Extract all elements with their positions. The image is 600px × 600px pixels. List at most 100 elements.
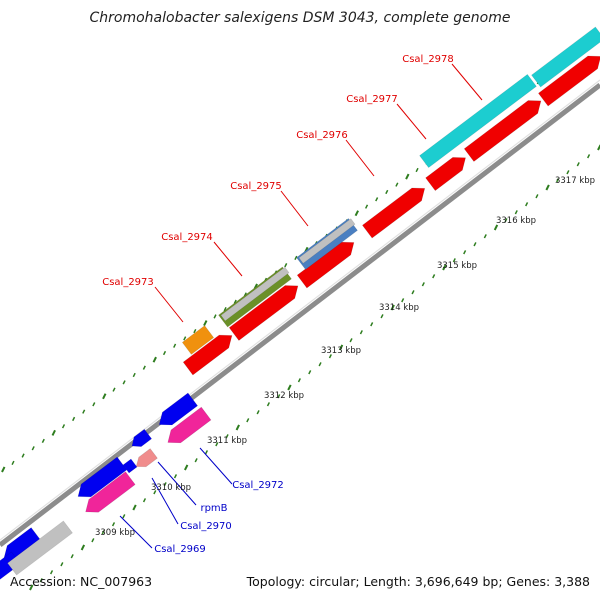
tick-mark-inner [359,330,363,335]
tick-mark-outer [152,356,157,363]
tick-mark-inner [514,210,518,215]
tick-label: 3312 kbp [264,391,304,401]
tick-mark-inner [215,442,219,447]
tick-mark-inner [184,464,189,471]
tick-mark-inner [91,538,95,543]
tick-mark-inner [70,554,74,559]
tick-mark-inner [390,304,395,311]
tick-mark-inner [442,264,447,271]
tick-mark-inner [101,530,105,535]
gene-arrow-rpmb-shape [135,448,158,468]
tick-mark-outer [92,402,96,407]
gene-arrow-blue-4-shape [158,392,199,426]
tick-mark-inner [380,314,384,319]
tick-mark-outer [193,328,197,334]
gene-label-bottom: Csal_2972 [232,480,284,491]
tick-mark-inner [349,338,353,343]
tick-mark-inner [463,250,467,255]
tick-mark-outer [102,393,107,400]
gene-label-top: Csal_2973 [102,277,154,288]
tick-mark-outer [11,460,15,466]
gene-small-blue-shape [122,458,138,474]
callout-line-top [213,241,243,277]
gene-arrow-csal-2972 [167,406,212,444]
tick-mark-inner [297,378,301,383]
tick-mark-outer [354,210,359,217]
tick-mark-outer [294,255,298,260]
callout-line-bottom [119,515,153,549]
tick-mark-inner [525,202,529,207]
tick-mark-inner [163,482,167,487]
tick-mark-inner [225,434,229,439]
tick-mark-inner [401,298,405,303]
tick-mark-outer [21,453,25,458]
feature-bar-gray-lower [7,520,73,576]
tick-mark-inner [504,218,508,223]
tick-mark-inner [452,258,456,263]
tick-mark-inner [204,450,209,455]
tick-mark-inner [545,184,550,191]
gene-label-top: Csal_2977 [346,94,398,105]
tick-mark-outer [132,372,136,378]
tick-label: 3314 kbp [379,303,419,313]
tick-mark-outer [183,336,187,341]
tick-mark-outer [203,320,208,327]
gene-arrow-csal-2977-a-shape [425,157,466,192]
feature-bar-orange [181,325,215,355]
feature-bar-gray [220,266,290,322]
gene-arrow-csal-2969-shape [85,471,136,513]
gene-arrow-blue-4 [158,392,199,426]
tick-mark-inner [39,578,43,583]
tick-mark-inner [370,322,374,327]
accession-label: Accession: NC_007963 [10,574,153,589]
tick-mark-outer [72,416,76,422]
tick-mark-outer [1,466,6,473]
gene-label-bottom: rpmB [200,503,227,514]
gene-arrow-blue-3-shape [131,428,153,447]
callout-line-top [451,63,483,101]
tick-mark-inner [473,242,477,247]
gene-arrow-csal-2977-a [425,157,466,192]
tick-mark-inner [597,144,600,151]
gene-arrow-csal-2977-b-shape [463,100,542,162]
map-title: Chromohalobacter salexigens DSM 3043, co… [89,10,511,26]
gene-arrow-csal-2978 [538,55,600,107]
tick-mark-outer [415,167,419,173]
feature-bar-gray-2-shape [298,218,356,264]
tick-mark-inner [556,178,560,183]
gene-label-top: Csal_2974 [161,232,213,243]
feature-bar-gray-2 [298,218,356,264]
tick-mark-outer [375,197,379,202]
tick-mark-inner [153,490,157,495]
gene-arrow-csal-2976 [362,187,426,239]
tick-label: 3310 kbp [151,483,191,493]
tick-mark-inner [111,522,116,527]
tick-mark-outer [31,446,35,451]
tick-mark-outer [385,189,389,195]
gene-arrow-csal-2973-shape [182,334,233,376]
tick-mark-inner [566,170,570,175]
tick-mark-outer [122,380,126,385]
gene-arrow-csal-2973 [182,334,233,376]
gene-arrow-csal-2974-shape [228,285,299,341]
tick-mark-outer [61,424,66,429]
feature-bar-orange-shape [181,325,215,355]
tick-label: 3317 kbp [555,176,595,186]
tick-mark-inner [328,354,332,359]
tick-mark-inner [173,474,178,479]
tick-mark-inner [338,344,344,351]
tick-mark-inner [122,514,126,519]
gene-arrow-csal-2976-shape [362,187,426,239]
gene-arrow-csal-2974 [228,285,299,341]
feature-bar-cyan-a [419,73,537,169]
tick-mark-inner [432,274,436,279]
genome-backbone [0,83,600,547]
feature-bar-gray-shape [220,266,290,322]
tick-mark-inner [49,570,54,575]
callout-line-top [345,139,375,177]
tick-mark-inner [256,410,260,415]
callout-line-top [154,286,184,323]
tick-mark-inner [587,154,591,159]
tick-mark-inner [421,282,425,287]
tick-mark-outer [51,429,56,436]
